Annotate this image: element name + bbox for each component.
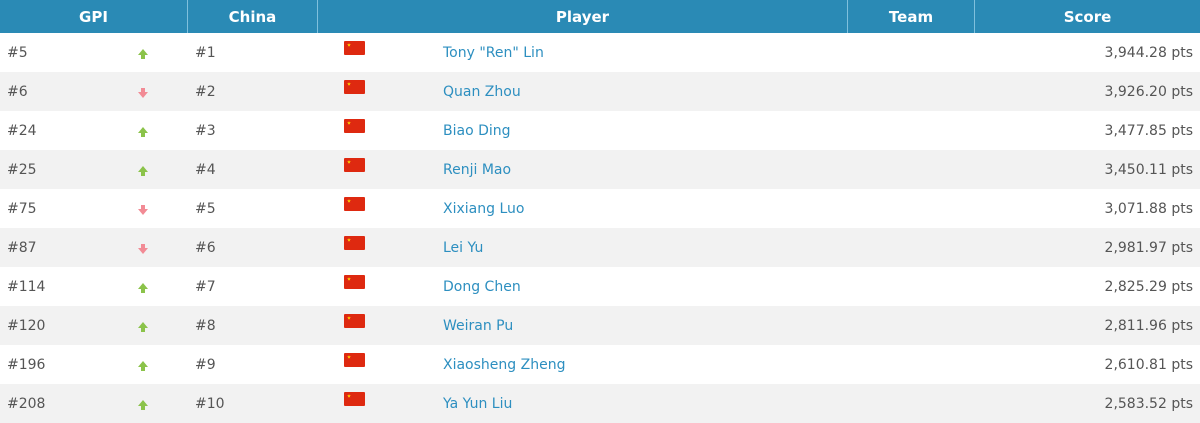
player-link[interactable]: Ya Yun Liu bbox=[443, 395, 513, 412]
score: 2,981.97 pts bbox=[1104, 239, 1193, 256]
table-row: #25 #4 Renji Mao 3,450.11 pts bbox=[0, 150, 1200, 189]
china-rank: #3 bbox=[195, 122, 216, 139]
trend-up-icon bbox=[138, 166, 148, 176]
trend-up-icon bbox=[138, 400, 148, 410]
table-row: #5 #1 Tony "Ren" Lin 3,944.28 pts bbox=[0, 33, 1200, 72]
trend-down-icon bbox=[138, 88, 148, 98]
player-link[interactable]: Renji Mao bbox=[443, 161, 512, 178]
china-rank: #6 bbox=[195, 239, 216, 256]
score: 3,450.11 pts bbox=[1104, 161, 1193, 178]
header-gpi[interactable]: GPI bbox=[0, 0, 188, 33]
table-row: #196 #9 Xiaosheng Zheng 2,610.81 pts bbox=[0, 345, 1200, 384]
player-link[interactable]: Xiaosheng Zheng bbox=[443, 356, 566, 373]
score: 2,811.96 pts bbox=[1104, 317, 1193, 334]
player-link[interactable]: Lei Yu bbox=[443, 239, 484, 256]
table-row: #24 #3 Biao Ding 3,477.85 pts bbox=[0, 111, 1200, 150]
china-rank: #9 bbox=[195, 356, 216, 373]
china-flag-icon bbox=[344, 197, 365, 211]
china-rank: #1 bbox=[195, 44, 216, 61]
header-player[interactable]: Player bbox=[318, 0, 848, 33]
gpi-rank: #208 bbox=[7, 395, 46, 412]
score: 3,926.20 pts bbox=[1104, 83, 1193, 100]
score: 3,071.88 pts bbox=[1104, 200, 1193, 217]
trend-up-icon bbox=[138, 361, 148, 371]
gpi-rank: #196 bbox=[7, 356, 46, 373]
china-rank: #2 bbox=[195, 83, 216, 100]
player-link[interactable]: Quan Zhou bbox=[443, 83, 521, 100]
player-link[interactable]: Biao Ding bbox=[443, 122, 511, 139]
trend-down-icon bbox=[138, 244, 148, 254]
score: 2,583.52 pts bbox=[1104, 395, 1193, 412]
gpi-rank: #114 bbox=[7, 278, 46, 295]
china-flag-icon bbox=[344, 158, 365, 172]
china-rank: #10 bbox=[195, 395, 225, 412]
score: 3,477.85 pts bbox=[1104, 122, 1193, 139]
player-link[interactable]: Xixiang Luo bbox=[443, 200, 525, 217]
table-row: #75 #5 Xixiang Luo 3,071.88 pts bbox=[0, 189, 1200, 228]
china-flag-icon bbox=[344, 392, 365, 406]
china-flag-icon bbox=[344, 314, 365, 328]
trend-up-icon bbox=[138, 322, 148, 332]
gpi-rank: #87 bbox=[7, 239, 37, 256]
player-link[interactable]: Weiran Pu bbox=[443, 317, 514, 334]
gpi-rank: #6 bbox=[7, 83, 28, 100]
score: 2,825.29 pts bbox=[1104, 278, 1193, 295]
gpi-rank: #120 bbox=[7, 317, 46, 334]
table-header: GPI China Player Team Score bbox=[0, 0, 1200, 33]
china-rank: #7 bbox=[195, 278, 216, 295]
table-row: #114 #7 Dong Chen 2,825.29 pts bbox=[0, 267, 1200, 306]
gpi-rank: #24 bbox=[7, 122, 37, 139]
china-flag-icon bbox=[344, 275, 365, 289]
header-team[interactable]: Team bbox=[848, 0, 975, 33]
score: 2,610.81 pts bbox=[1104, 356, 1193, 373]
trend-up-icon bbox=[138, 49, 148, 59]
trend-up-icon bbox=[138, 127, 148, 137]
china-rank: #4 bbox=[195, 161, 216, 178]
china-flag-icon bbox=[344, 80, 365, 94]
table-row: #120 #8 Weiran Pu 2,811.96 pts bbox=[0, 306, 1200, 345]
gpi-rank: #5 bbox=[7, 44, 28, 61]
header-china[interactable]: China bbox=[188, 0, 318, 33]
china-flag-icon bbox=[344, 353, 365, 367]
score: 3,944.28 pts bbox=[1104, 44, 1193, 61]
table-row: #6 #2 Quan Zhou 3,926.20 pts bbox=[0, 72, 1200, 111]
china-rank: #8 bbox=[195, 317, 216, 334]
table-body: #5 #1 Tony "Ren" Lin 3,944.28 pts #6 #2 … bbox=[0, 33, 1200, 423]
table-row: #87 #6 Lei Yu 2,981.97 pts bbox=[0, 228, 1200, 267]
trend-up-icon bbox=[138, 283, 148, 293]
table-row: #208 #10 Ya Yun Liu 2,583.52 pts bbox=[0, 384, 1200, 423]
player-link[interactable]: Tony "Ren" Lin bbox=[443, 44, 544, 61]
china-flag-icon bbox=[344, 119, 365, 133]
player-link[interactable]: Dong Chen bbox=[443, 278, 521, 295]
china-rank: #5 bbox=[195, 200, 216, 217]
china-flag-icon bbox=[344, 236, 365, 250]
header-score[interactable]: Score bbox=[1063, 7, 1112, 26]
gpi-rank: #25 bbox=[7, 161, 37, 178]
gpi-rank: #75 bbox=[7, 200, 37, 217]
china-flag-icon bbox=[344, 41, 365, 55]
trend-down-icon bbox=[138, 205, 148, 215]
